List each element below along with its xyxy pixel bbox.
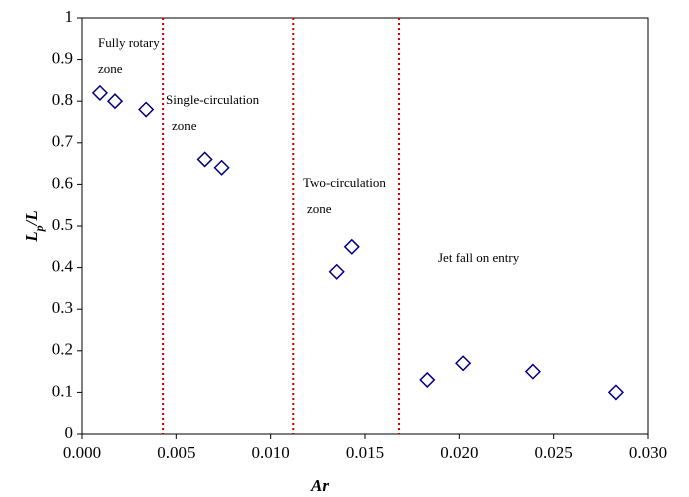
y-tick-label: 0.9 [52, 49, 73, 68]
zone-label: zone [307, 201, 332, 216]
y-tick-label: 0.4 [52, 257, 74, 276]
y-tick-label: 0.2 [52, 340, 73, 359]
data-point [196, 151, 213, 168]
y-tick-label: 1 [65, 7, 74, 26]
x-tick-label: 0.005 [157, 443, 195, 462]
data-point [91, 84, 108, 101]
y-tick-label: 0.6 [52, 173, 73, 192]
data-point [343, 238, 360, 255]
y-tick-label: 0 [65, 423, 74, 442]
data-point [524, 363, 541, 380]
zone-label: Single-circulation [166, 92, 260, 107]
y-tick-label: 0.1 [52, 381, 73, 400]
data-point [328, 263, 345, 280]
y-label-sub: p [32, 225, 46, 232]
data-point [419, 371, 436, 388]
y-label-main: L [22, 231, 41, 242]
data-point [607, 384, 624, 401]
x-axis-label: Ar [310, 476, 329, 495]
x-tick-label: 0.010 [252, 443, 290, 462]
zone-label: zone [172, 118, 197, 133]
y-axis-label: Lp/L [22, 210, 46, 243]
y-tick-label: 0.3 [52, 298, 73, 317]
zone-label: Fully rotary [98, 35, 160, 50]
y-tick-label: 0.5 [52, 215, 73, 234]
x-tick-label: 0.000 [63, 443, 101, 462]
plot-frame [81, 17, 649, 435]
y-tick-label: 0.7 [52, 132, 74, 151]
y-tick-label: 0.8 [52, 90, 73, 109]
zone-label: Two-circulation [303, 175, 386, 190]
y-label-rest: /L [22, 210, 41, 227]
zone-label: zone [98, 61, 123, 76]
data-point [106, 93, 124, 110]
zone-label: Jet fall on entry [438, 250, 520, 265]
x-tick-label: 0.015 [346, 443, 384, 462]
x-tick-label: 0.020 [440, 443, 478, 462]
data-point [138, 101, 155, 118]
data-point [455, 355, 472, 372]
data-point [213, 159, 230, 176]
x-tick-label: 0.030 [629, 443, 667, 462]
x-tick-label: 0.025 [535, 443, 573, 462]
